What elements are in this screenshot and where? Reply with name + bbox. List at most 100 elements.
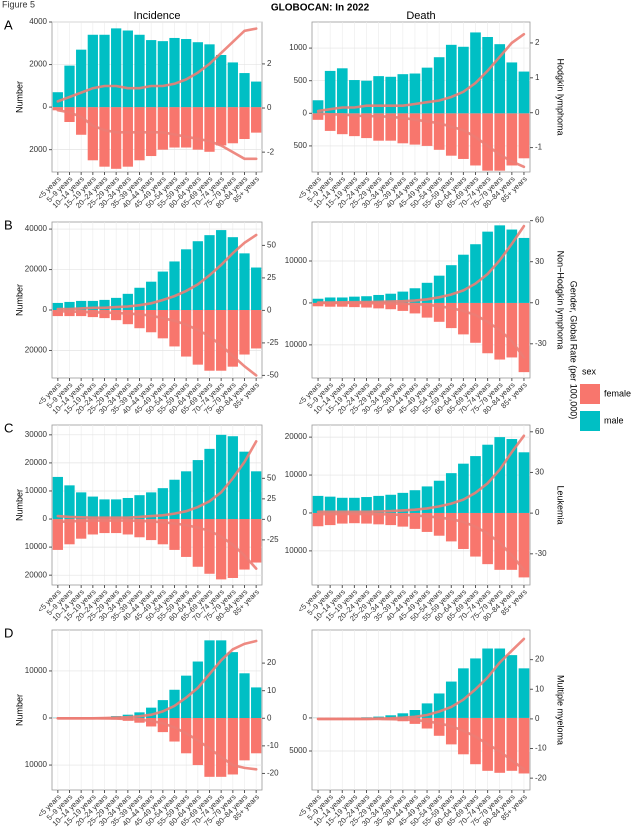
bar [157, 700, 168, 718]
bar [385, 512, 397, 526]
panel-letter: D [4, 625, 13, 640]
bar [157, 41, 168, 108]
bar [373, 113, 384, 141]
y2-tick-label: -10 [267, 741, 279, 750]
bar [181, 249, 192, 311]
bar [494, 113, 506, 171]
bar [146, 40, 157, 108]
bar [99, 499, 110, 520]
y-tick-label: 0 [43, 514, 48, 523]
bar [349, 302, 360, 308]
y2-label: Non−Hodgkin lymphoma [556, 251, 566, 350]
bar [216, 434, 227, 520]
y2-label: Leukemia [556, 485, 566, 524]
bar [122, 30, 133, 108]
bar [239, 718, 250, 761]
bar [482, 512, 493, 565]
y-tick-label: 20000 [25, 346, 48, 355]
bar [409, 710, 421, 718]
bar [458, 113, 469, 159]
bar [433, 302, 445, 322]
bar [157, 271, 168, 311]
y2-tick-label: 25 [267, 494, 276, 503]
bar [324, 297, 336, 303]
bar [169, 689, 180, 718]
bar [506, 62, 518, 114]
y2-tick-label: 1 [535, 73, 540, 82]
bar [64, 301, 75, 311]
rate-line [56, 717, 258, 771]
bar [373, 512, 384, 525]
y-tick-label: 0 [303, 508, 308, 517]
rate-line [316, 32, 526, 113]
bar [192, 519, 203, 567]
bar [76, 300, 87, 311]
y2-tick-label: -30 [535, 339, 547, 348]
y2-label: Hodgkin lymphoma [556, 58, 566, 135]
bar [494, 717, 506, 773]
bar [204, 44, 215, 108]
rate-line [56, 27, 258, 103]
bar [169, 37, 180, 108]
bar [181, 519, 192, 557]
bar [239, 253, 250, 311]
bar [227, 718, 238, 775]
rate-line [316, 717, 526, 771]
bar [494, 225, 506, 303]
bar [146, 492, 157, 520]
bar [76, 519, 87, 539]
bar [216, 310, 227, 371]
y2-tick-label: 0 [267, 713, 272, 722]
bar [216, 107, 227, 146]
y-tick-label: 0 [43, 305, 48, 314]
y2-tick-label: -30 [535, 549, 547, 558]
bar [470, 456, 481, 513]
bar [192, 661, 203, 718]
bar [76, 49, 87, 108]
bar [385, 113, 397, 141]
bar [506, 655, 518, 718]
bar [146, 281, 157, 311]
y-label: Number [14, 694, 24, 726]
bar [251, 471, 262, 520]
bar [385, 715, 397, 718]
bar [134, 107, 145, 161]
rate-line [316, 112, 526, 169]
y-tick-label: 10000 [25, 666, 48, 675]
bar [518, 668, 530, 718]
bar [52, 92, 63, 108]
bar [204, 235, 215, 311]
bar [227, 519, 238, 578]
bar [99, 34, 110, 108]
panel-letter: C [4, 420, 13, 435]
y-tick-label: 0 [43, 102, 48, 111]
bar [192, 310, 203, 365]
bar [397, 74, 409, 114]
bar [216, 718, 227, 777]
y2-tick-label: -20 [535, 773, 547, 782]
plot-panel [311, 629, 531, 791]
y2-tick-label: 2 [267, 59, 272, 68]
y2-tick-label: 10 [267, 686, 276, 695]
y-label: Number [14, 489, 24, 521]
y2-tick-label: 2 [535, 38, 540, 47]
bar [470, 302, 481, 343]
y2-tick-label: -50 [267, 371, 279, 380]
y2-tick-label: 60 [535, 427, 544, 436]
bar [52, 302, 63, 311]
y2-tick-label: 0 [267, 306, 272, 315]
rate-line [56, 519, 258, 570]
y-tick-label: 10000 [25, 760, 48, 769]
bar [336, 512, 348, 524]
y-label: Number [14, 81, 24, 113]
bar [169, 107, 180, 148]
bar [146, 310, 157, 333]
y-tick-label: 2000 [29, 145, 47, 154]
y2-tick-label: 20 [267, 658, 276, 667]
y2-tick-label: -25 [267, 535, 279, 544]
bar [385, 76, 397, 114]
bar [111, 499, 122, 520]
bar [482, 444, 493, 513]
bar [157, 488, 168, 520]
bar [52, 107, 63, 111]
